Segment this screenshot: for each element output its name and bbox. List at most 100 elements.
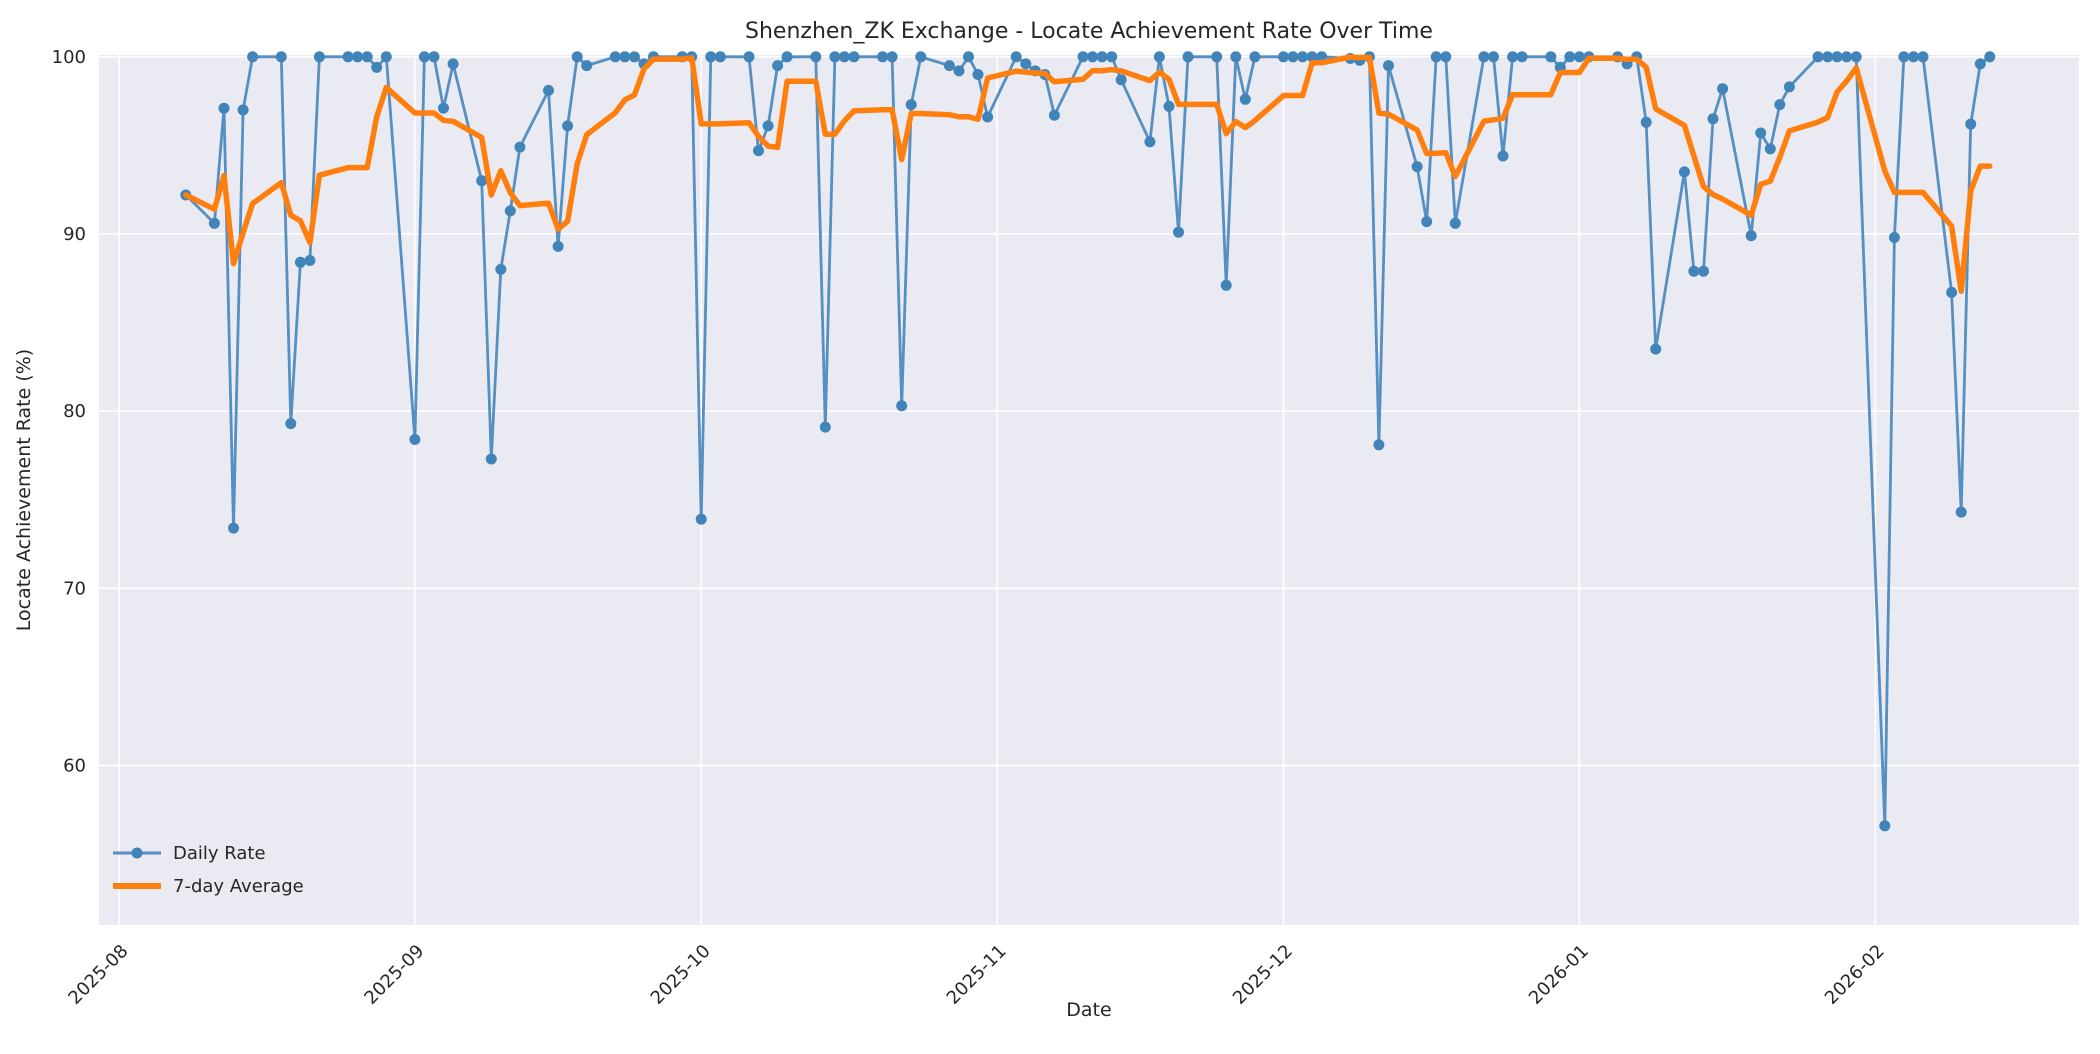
chart-title: Shenzhen_ZK Exchange - Locate Achievemen… — [745, 19, 1433, 44]
daily-rate-marker — [1020, 58, 1032, 70]
daily-rate-marker — [1774, 99, 1786, 111]
daily-rate-marker — [1764, 143, 1776, 155]
daily-rate-marker — [1373, 439, 1385, 451]
daily-rate-marker — [1411, 161, 1423, 173]
daily-rate-marker — [208, 217, 220, 229]
daily-rate-marker — [543, 84, 554, 96]
daily-rate-marker — [972, 69, 984, 80]
daily-rate-marker — [275, 51, 287, 63]
daily-rate-marker — [1908, 51, 1919, 63]
daily-rate-marker — [1048, 109, 1060, 121]
daily-rate-marker — [1297, 51, 1309, 63]
daily-rate-marker — [1841, 51, 1853, 63]
daily-rate-marker — [829, 51, 841, 63]
daily-rate-marker — [886, 51, 898, 63]
daily-rate-marker — [361, 51, 373, 63]
daily-rate-marker — [418, 51, 430, 63]
daily-rate-marker — [495, 263, 507, 275]
daily-rate-marker — [1106, 51, 1118, 63]
x-tick-label: 2025-09 — [360, 941, 428, 1009]
daily-rate-marker — [1087, 51, 1099, 63]
daily-rate-marker — [1879, 820, 1891, 832]
daily-rate-marker — [562, 120, 574, 132]
daily-rate-marker — [628, 51, 640, 63]
daily-rate-marker — [1516, 51, 1528, 63]
daily-rate-marker — [285, 418, 297, 430]
daily-rate-marker — [1182, 51, 1194, 63]
daily-rate-marker — [1984, 51, 1996, 63]
daily-rate-marker — [304, 255, 316, 266]
daily-rate-marker — [714, 51, 726, 63]
y-axis-tick-labels: 60 70 80 90 100 — [52, 47, 86, 777]
daily-rate-marker — [1745, 230, 1757, 242]
daily-rate-marker — [1488, 51, 1499, 63]
daily-rate-marker — [294, 256, 306, 268]
daily-rate-marker — [1831, 51, 1843, 63]
daily-rate-marker — [1430, 51, 1442, 63]
daily-rate-marker — [915, 51, 927, 63]
daily-rate-marker — [1144, 136, 1156, 148]
daily-rate-marker — [1717, 83, 1729, 95]
daily-rate-marker — [1306, 51, 1318, 63]
daily-rate-marker — [504, 205, 516, 217]
daily-rate-marker — [1974, 58, 1986, 70]
daily-rate-marker — [1955, 506, 1967, 518]
x-tick-label: 2025-10 — [647, 941, 715, 1009]
daily-rate-marker — [409, 434, 421, 445]
y-tick-label: 100 — [52, 47, 86, 68]
daily-rate-marker — [1783, 81, 1795, 93]
daily-rate-marker — [552, 240, 564, 252]
gridlines — [99, 55, 2079, 925]
daily-rate-marker — [438, 102, 449, 114]
legend-item-daily-rate: Daily Rate — [113, 843, 266, 864]
legend-label-daily-rate: Daily Rate — [173, 843, 266, 864]
daily-rate-marker — [982, 111, 994, 123]
daily-rate-marker — [476, 175, 488, 187]
daily-rate-marker — [1822, 51, 1834, 63]
daily-rate-marker — [1278, 51, 1289, 63]
y-axis-label: Locate Achievement Rate (%) — [13, 349, 35, 631]
x-tick-label: 2026-01 — [1525, 941, 1593, 1009]
daily-rate-marker — [609, 51, 621, 63]
daily-rate-marker — [1507, 51, 1519, 63]
daily-rate-marker — [819, 421, 831, 433]
daily-rate-marker — [943, 60, 955, 72]
y-tick-label: 80 — [63, 401, 86, 422]
daily-rate-marker — [1096, 51, 1108, 63]
daily-rate-marker — [1678, 166, 1690, 178]
daily-rate-marker — [848, 51, 860, 63]
daily-rate-marker — [1449, 217, 1461, 229]
legend: Daily Rate 7-day Average — [113, 843, 304, 897]
y-tick-label: 70 — [63, 578, 86, 599]
daily-rate-marker — [1220, 279, 1232, 291]
daily-rate-marker — [1383, 60, 1394, 72]
daily-rate-marker — [247, 51, 259, 63]
daily-rate-marker — [1173, 226, 1184, 238]
daily-rate-marker — [1211, 51, 1223, 63]
daily-rate-marker — [1421, 216, 1433, 228]
daily-rate-marker — [1573, 51, 1585, 63]
x-tick-label: 2025-08 — [64, 941, 132, 1009]
daily-rate-marker — [1564, 51, 1576, 63]
daily-rate-marker — [1698, 265, 1709, 277]
daily-rate-marker — [762, 120, 774, 132]
daily-rate-marker — [1545, 51, 1557, 63]
x-tick-label: 2025-11 — [943, 941, 1011, 1009]
daily-rate-marker — [1688, 265, 1700, 277]
daily-rate-marker — [1640, 116, 1652, 128]
daily-rate-marker — [571, 51, 583, 63]
daily-rate-marker — [838, 51, 850, 63]
daily-rate-marker — [1650, 343, 1662, 355]
daily-rate-marker — [1287, 51, 1299, 63]
daily-rate-marker — [380, 51, 392, 63]
daily-rate-marker — [905, 99, 917, 111]
daily-rate-marker — [1239, 93, 1251, 105]
daily-rate-marker — [781, 51, 793, 63]
legend-label-7day-average: 7-day Average — [173, 876, 304, 897]
daily-rate-marker — [1440, 51, 1452, 63]
daily-rate-marker — [753, 145, 764, 157]
daily-rate-marker — [963, 51, 974, 63]
daily-rate-marker — [619, 51, 631, 63]
